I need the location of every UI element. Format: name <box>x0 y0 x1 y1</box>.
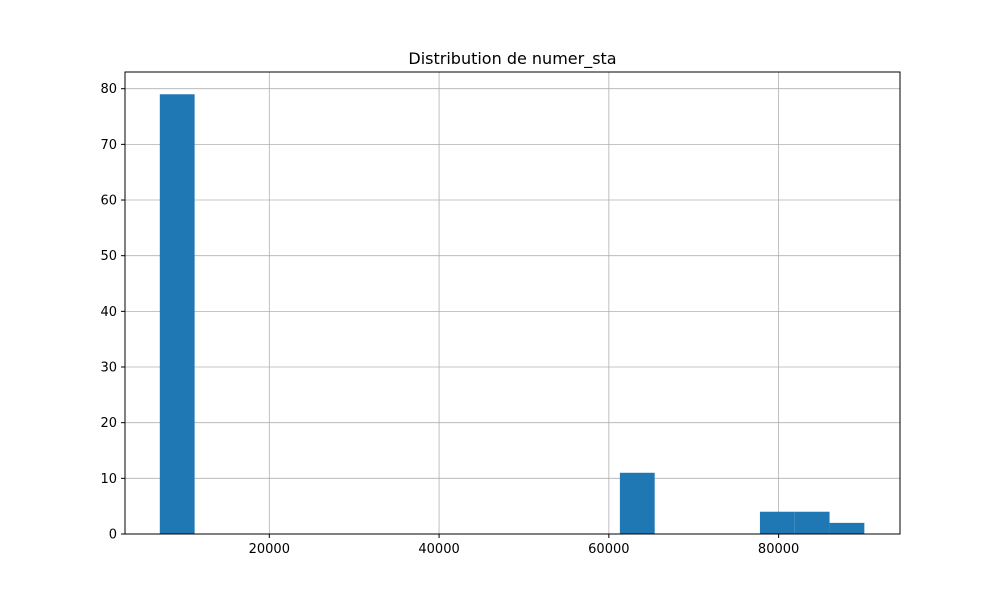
histogram-bar <box>159 94 195 534</box>
y-tick-label: 20 <box>100 416 117 431</box>
plot-frame <box>124 71 901 535</box>
x-tick-label: 20000 <box>249 542 290 557</box>
chart-title: Distribution de numer_sta <box>408 49 616 69</box>
x-tick-label: 60000 <box>588 542 629 557</box>
histogram-bar <box>829 522 865 534</box>
y-tick-label: 40 <box>100 305 117 320</box>
histogram-bar <box>794 511 830 534</box>
y-tick-label: 70 <box>100 138 117 153</box>
y-tick-label: 30 <box>100 361 117 376</box>
y-tick-label: 60 <box>100 194 117 209</box>
histogram-bar <box>759 511 795 534</box>
grid-layer <box>125 72 900 535</box>
x-axis-ticks: 20000 40000 60000 80000 <box>249 534 799 557</box>
y-tick-label: 80 <box>100 82 117 97</box>
bars-layer <box>159 94 865 534</box>
x-tick-label: 40000 <box>418 542 459 557</box>
y-tick-label: 10 <box>100 472 117 487</box>
x-tick-label: 80000 <box>758 542 799 557</box>
y-tick-label: 0 <box>109 528 117 543</box>
y-tick-label: 50 <box>100 249 117 264</box>
histogram-bar <box>619 472 655 534</box>
axes-layer <box>124 71 901 535</box>
y-axis-ticks: 0 10 20 30 40 50 60 70 80 <box>100 82 125 543</box>
